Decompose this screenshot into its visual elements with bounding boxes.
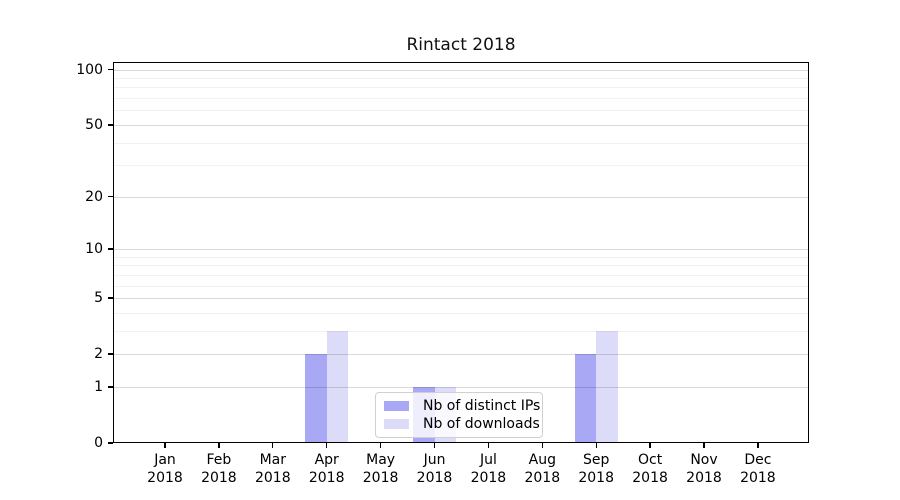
legend: Nb of distinct IPs Nb of downloads [375,392,543,438]
x-tick-year: 2018 [578,469,614,486]
x-tick-year: 2018 [201,469,237,486]
x-tick-month: Sep [582,452,610,468]
x-tick-year: 2018 [308,469,345,486]
x-tick-month: Dec [744,452,772,468]
legend-swatch-distinct-ips [384,401,409,411]
y-tick-mark-20 [108,196,113,198]
bar-distinct-ips-apr [305,354,327,443]
x-tick-month: Oct [637,452,663,468]
legend-item-distinct-ips: Nb of distinct IPs [384,397,540,415]
x-tick-mark-mar [272,443,274,448]
gridline-major-10 [113,248,809,250]
x-tick-year: 2018 [524,469,561,486]
x-tick-year: 2018 [632,469,668,486]
x-tick-month: Nov [690,452,718,468]
x-tick-label-mar: Mar 2018 [245,452,301,488]
x-tick-mark-jul [487,443,490,448]
x-tick-mark-nov [703,443,705,448]
x-tick-mark-aug [541,443,543,448]
x-tick-label-jun: Jun 2018 [407,452,463,488]
bar-distinct-ips-sep [574,354,597,443]
x-tick-label-jan: Jan 2018 [137,452,193,488]
gridline-major-1 [113,386,809,388]
x-tick-label-nov: Nov 2018 [676,452,732,488]
y-tick-mark-100 [108,68,113,71]
x-tick-mark-jan [164,443,166,448]
x-tick-mark-apr [326,443,328,448]
x-tick-label-aug: Aug 2018 [514,452,570,488]
x-tick-month: Mar [259,452,286,468]
legend-label-downloads: Nb of downloads [423,416,540,432]
y-tick-label-50: 50 [85,116,103,133]
y-tick-label-100: 100 [76,61,103,78]
x-tick-year: 2018 [147,469,183,486]
bar-downloads-sep [596,330,618,443]
y-tick-label-1: 1 [94,378,103,395]
x-tick-month: Feb [206,452,232,468]
x-tick-label-feb: Feb 2018 [191,452,247,488]
gridline-minor-6 [113,285,809,287]
x-tick-month: Jul [479,452,497,468]
x-tick-mark-feb [218,443,220,448]
gridline-major-100 [113,69,809,71]
gridline-minor-4 [113,312,809,314]
legend-item-downloads: Nb of downloads [384,415,540,433]
y-tick-mark-10 [108,248,113,250]
x-tick-label-may: May 2018 [353,452,409,488]
x-tick-label-apr: Apr 2018 [299,452,355,488]
x-tick-mark-dec [757,443,759,448]
gridline-minor-30 [113,165,809,167]
gridline-minor-8 [113,265,809,267]
x-tick-year: 2018 [254,469,291,486]
gridline-minor-9 [113,256,809,258]
gridline-minor-7 [113,274,809,276]
gridline-major-5 [113,298,809,300]
x-tick-mark-sep [595,443,597,448]
x-tick-year: 2018 [470,469,507,486]
x-tick-year: 2018 [416,469,453,486]
y-tick-label-2: 2 [94,346,103,363]
x-tick-mark-jun [433,443,436,448]
y-tick-label-10: 10 [85,240,103,257]
x-tick-month: Aug [528,452,556,468]
legend-swatch-downloads [384,419,409,429]
x-tick-month: Apr [314,452,339,468]
y-tick-mark-50 [108,124,113,126]
gridline-major-50 [113,124,809,126]
gridline-minor-80 [113,87,809,89]
y-tick-label-20: 20 [85,188,103,205]
x-tick-mark-may [379,443,382,448]
y-tick-mark-5 [108,297,113,299]
legend-label-distinct-ips: Nb of distinct IPs [423,398,541,414]
gridline-minor-3 [113,330,809,332]
gridline-major-20 [113,196,809,198]
x-tick-label-sep: Sep 2018 [568,452,624,488]
x-tick-year: 2018 [686,469,722,486]
y-tick-label-0: 0 [94,435,103,451]
x-tick-year: 2018 [362,469,399,486]
gridline-major-2 [113,354,809,356]
x-tick-year: 2018 [740,469,776,486]
x-tick-label-oct: Oct 2018 [622,452,678,488]
y-tick-mark-0 [108,442,113,444]
y-tick-label-5: 5 [94,290,103,307]
y-tick-mark-1 [108,386,113,388]
x-tick-label-dec: Dec 2018 [730,452,786,488]
x-tick-label-jul: Jul 2018 [460,452,516,488]
gridline-minor-40 [113,142,809,144]
x-tick-month: Jun [423,452,446,468]
plot-area [113,62,809,443]
chart-title: Rintact 2018 [406,35,516,55]
bar-downloads-apr [326,330,349,443]
gridline-minor-70 [113,98,809,100]
gridline-minor-90 [113,78,809,80]
gridline-minor-60 [113,110,809,112]
x-tick-month: Jan [154,452,176,468]
y-tick-mark-2 [108,353,113,355]
x-tick-mark-oct [649,443,651,448]
x-tick-month: May [366,452,396,468]
